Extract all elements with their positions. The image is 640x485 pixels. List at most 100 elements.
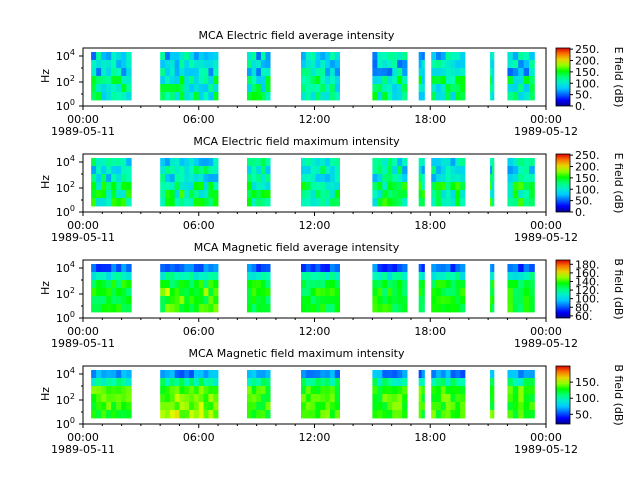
heatmap-cell bbox=[116, 280, 122, 289]
heatmap-cell bbox=[523, 174, 530, 183]
heatmap-cell bbox=[96, 60, 102, 69]
heatmap-cell bbox=[392, 198, 398, 207]
y-tick-label: 104 bbox=[56, 260, 75, 275]
heatmap-cell bbox=[111, 370, 117, 379]
heatmap-cell bbox=[189, 272, 195, 281]
heatmap-cell bbox=[126, 304, 132, 313]
heatmap-cell bbox=[189, 76, 195, 85]
heatmap-cell bbox=[169, 402, 176, 411]
heatmap-cell bbox=[402, 174, 408, 183]
heatmap-cell bbox=[512, 84, 519, 93]
heatmap-cell bbox=[246, 84, 253, 93]
heatmap-cell bbox=[208, 280, 214, 289]
colorbar-tick-label: 60. bbox=[575, 310, 593, 323]
heatmap-cell bbox=[320, 198, 326, 207]
heatmap-cell bbox=[418, 60, 422, 69]
heatmap-cell bbox=[387, 410, 393, 419]
data-block bbox=[507, 264, 535, 313]
heatmap-cell bbox=[310, 166, 316, 175]
heatmap-cell bbox=[445, 174, 451, 183]
heatmap-cell bbox=[164, 84, 171, 93]
heatmap-cell bbox=[160, 182, 166, 191]
heatmap-cell bbox=[402, 410, 408, 419]
heatmap-cell bbox=[491, 370, 495, 379]
heatmap-cell bbox=[325, 158, 331, 167]
heatmap-cell bbox=[450, 92, 456, 101]
heatmap-cell bbox=[106, 386, 112, 395]
heatmap-cell bbox=[265, 92, 271, 101]
heatmap-cell bbox=[111, 272, 117, 281]
heatmap-cell bbox=[329, 52, 336, 61]
heatmap-cell bbox=[460, 402, 466, 411]
heatmap-cell bbox=[160, 386, 166, 395]
heatmap-cell bbox=[334, 166, 340, 175]
heatmap-cell bbox=[529, 386, 535, 395]
heatmap-cell bbox=[193, 84, 200, 93]
heatmap-cell bbox=[450, 304, 456, 313]
heatmap-cell bbox=[189, 264, 195, 273]
heatmap-cell bbox=[491, 182, 495, 191]
heatmap-cell bbox=[121, 370, 127, 379]
heatmap-cell bbox=[101, 272, 107, 281]
heatmap-cell bbox=[301, 272, 307, 281]
heatmap-cell bbox=[305, 394, 312, 403]
heatmap-cell bbox=[334, 68, 340, 77]
heatmap-cell bbox=[256, 60, 262, 69]
heatmap-cell bbox=[529, 52, 535, 61]
colorbar bbox=[555, 153, 571, 213]
heatmap-cell bbox=[179, 84, 185, 93]
heatmap-cell bbox=[106, 60, 112, 69]
data-block bbox=[91, 264, 132, 313]
heatmap-cell bbox=[246, 288, 253, 297]
heatmap-cell bbox=[305, 402, 312, 411]
heatmap-cell bbox=[106, 272, 112, 281]
heatmap-cell bbox=[198, 394, 204, 403]
heatmap-cell bbox=[193, 264, 200, 273]
heatmap-cell bbox=[193, 370, 200, 379]
heatmap-cell bbox=[169, 84, 176, 93]
heatmap-cell bbox=[507, 182, 514, 191]
heatmap-cell bbox=[387, 68, 393, 77]
heatmap-cell bbox=[106, 166, 112, 175]
heatmap-cell bbox=[460, 280, 466, 289]
heatmap-cell bbox=[523, 52, 530, 61]
heatmap-cell bbox=[334, 288, 340, 297]
heatmap-cell bbox=[523, 378, 530, 387]
heatmap-cell bbox=[507, 304, 514, 313]
heatmap-cell bbox=[518, 304, 525, 313]
heatmap-cell bbox=[418, 296, 422, 305]
heatmap-cell bbox=[310, 296, 316, 305]
heatmap-cell bbox=[208, 272, 214, 281]
heatmap-cell bbox=[334, 394, 340, 403]
heatmap-cell bbox=[329, 410, 336, 419]
heatmap-cell bbox=[334, 174, 340, 183]
colorbar-tick-label: 0. bbox=[575, 206, 586, 219]
x-start-date: 1989-05-11 bbox=[51, 231, 115, 244]
heatmap-cell bbox=[189, 378, 195, 387]
heatmap-cell bbox=[460, 378, 466, 387]
heatmap-cell bbox=[106, 182, 112, 191]
heatmap-cell bbox=[491, 198, 495, 207]
heatmap-cell bbox=[440, 190, 447, 199]
heatmap-cell bbox=[169, 174, 176, 183]
heatmap-cell bbox=[101, 288, 107, 297]
heatmap-cell bbox=[213, 370, 219, 379]
heatmap-cell bbox=[450, 182, 456, 191]
heatmap-cell bbox=[382, 386, 388, 395]
heatmap-cell bbox=[91, 166, 97, 175]
heatmap-cell bbox=[455, 386, 461, 395]
heatmap-cell bbox=[251, 288, 257, 297]
y-tick-label: 100 bbox=[56, 98, 75, 113]
heatmap-cell bbox=[111, 60, 117, 69]
heatmap-cell bbox=[334, 60, 340, 69]
heatmap-cell bbox=[208, 296, 214, 305]
heatmap-cell bbox=[402, 84, 408, 93]
heatmap-cell bbox=[301, 182, 307, 191]
heatmap-cell bbox=[512, 394, 519, 403]
heatmap-cell bbox=[320, 394, 326, 403]
heatmap-cell bbox=[460, 182, 466, 191]
heatmap-cell bbox=[372, 166, 378, 175]
heatmap-cell bbox=[382, 166, 388, 175]
heatmap-cell bbox=[116, 174, 122, 183]
heatmap-cell bbox=[96, 296, 102, 305]
